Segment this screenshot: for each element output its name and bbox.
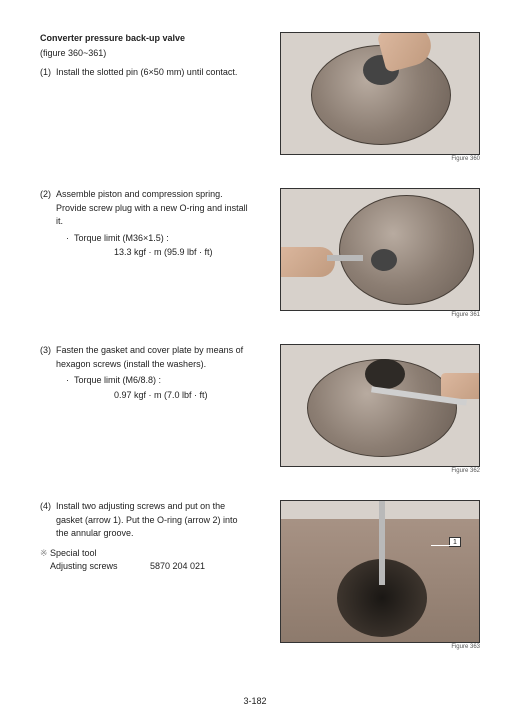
- page-number: 3-182: [0, 696, 510, 706]
- figure-caption: Figure 362: [280, 468, 480, 474]
- text-col-3: (3) Fasten the gasket and cover plate by…: [40, 344, 250, 474]
- figure-caption: Figure 360: [280, 156, 480, 162]
- step-4: (4) Install two adjusting screws and put…: [40, 500, 250, 541]
- page: Converter pressure back-up valve (figure…: [0, 0, 510, 650]
- figure-col-4: 1 Figure 363: [280, 500, 480, 650]
- figure-360-image: [280, 32, 480, 155]
- step-num: (2): [40, 188, 56, 260]
- step-3: (3) Fasten the gasket and cover plate by…: [40, 344, 250, 402]
- text-col-2: (2) Assemble piston and compression spri…: [40, 188, 250, 318]
- figure-361-image: [280, 188, 480, 311]
- figure-col-3: Figure 362: [280, 344, 480, 474]
- subheading: (figure 360~361): [40, 47, 250, 61]
- figure-col-2: Figure 361: [280, 188, 480, 318]
- step-body: Fasten the gasket and cover plate by mea…: [56, 344, 250, 402]
- special-mark: ※: [40, 547, 50, 574]
- torque-value: 13.3 kgf · m (95.9 lbf · ft): [114, 246, 250, 260]
- section-4: (4) Install two adjusting screws and put…: [40, 500, 480, 650]
- step-1: (1) Install the slotted pin (6×50 mm) un…: [40, 66, 250, 80]
- figure-caption: Figure 361: [280, 312, 480, 318]
- step-num: (1): [40, 66, 56, 80]
- torque-value: 0.97 kgf · m (7.0 lbf · ft): [114, 389, 250, 403]
- special-body: Special tool Adjusting screws 5870 204 0…: [50, 547, 250, 574]
- bullet: ·: [66, 374, 74, 402]
- section-2: (2) Assemble piston and compression spri…: [40, 188, 480, 318]
- torque-label: Torque limit (M6/8.8) :: [74, 374, 250, 388]
- special-label: Adjusting screws: [50, 560, 150, 574]
- step-body: Assemble piston and compression spring. …: [56, 188, 250, 260]
- torque-row: · Torque limit (M6/8.8) : 0.97 kgf · m (…: [66, 374, 250, 402]
- step-2: (2) Assemble piston and compression spri…: [40, 188, 250, 260]
- special-tool: ※ Special tool Adjusting screws 5870 204…: [40, 547, 250, 574]
- figure-363-image: 1: [280, 500, 480, 643]
- figure-362-image: [280, 344, 480, 467]
- bullet: ·: [66, 232, 74, 260]
- section-1: Converter pressure back-up valve (figure…: [40, 32, 480, 162]
- special-row: Adjusting screws 5870 204 021: [50, 560, 250, 574]
- torque-label: Torque limit (M36×1.5) :: [74, 232, 250, 246]
- section-3: (3) Fasten the gasket and cover plate by…: [40, 344, 480, 474]
- special-value: 5870 204 021: [150, 560, 205, 574]
- torque-body: Torque limit (M36×1.5) : 13.3 kgf · m (9…: [74, 232, 250, 260]
- step-body: Install the slotted pin (6×50 mm) until …: [56, 66, 250, 80]
- step-num: (3): [40, 344, 56, 402]
- heading: Converter pressure back-up valve: [40, 32, 250, 46]
- torque-row: · Torque limit (M36×1.5) : 13.3 kgf · m …: [66, 232, 250, 260]
- step-num: (4): [40, 500, 56, 541]
- text-col-4: (4) Install two adjusting screws and put…: [40, 500, 250, 650]
- figure-col-1: Figure 360: [280, 32, 480, 162]
- figure-caption: Figure 363: [280, 644, 480, 650]
- step-text: Assemble piston and compression spring. …: [56, 189, 248, 226]
- text-col-1: Converter pressure back-up valve (figure…: [40, 32, 250, 162]
- torque-body: Torque limit (M6/8.8) : 0.97 kgf · m (7.…: [74, 374, 250, 402]
- step-text: Fasten the gasket and cover plate by mea…: [56, 345, 243, 369]
- step-body: Install two adjusting screws and put on …: [56, 500, 250, 541]
- special-title: Special tool: [50, 547, 250, 561]
